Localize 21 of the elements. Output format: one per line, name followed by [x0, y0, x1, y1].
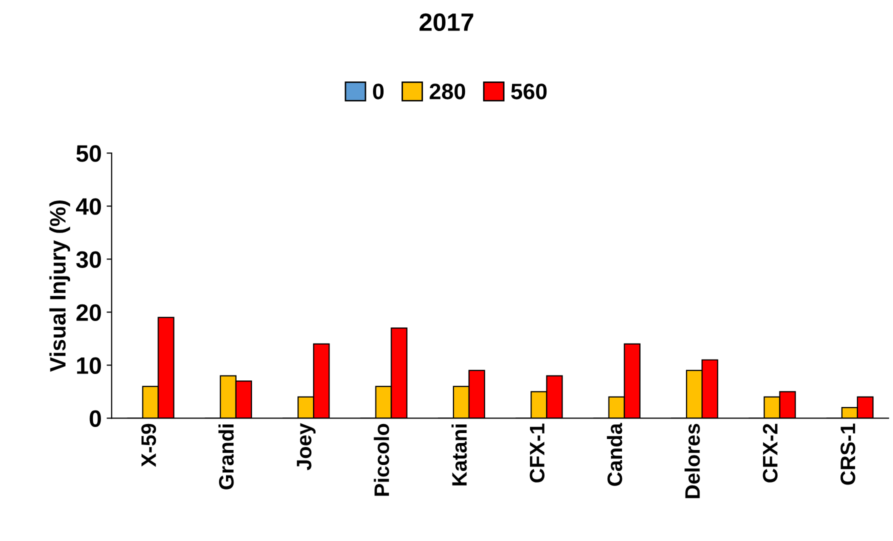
x-tick-label: Delores	[684, 424, 700, 498]
legend-label: 0	[373, 84, 384, 100]
y-tick-label: 30	[76, 251, 101, 268]
y-axis-title: Visual Injury (%)	[49, 200, 70, 372]
y-tick-label: 0	[90, 410, 101, 427]
x-tick-label: Piccolo	[374, 424, 390, 496]
y-tick-label: 10	[77, 357, 101, 374]
y-tick-label: 50	[76, 145, 101, 162]
x-tick-label: Joey	[296, 423, 316, 470]
x-tick-label: CRS-1	[840, 424, 856, 485]
y-tick-label: 40	[76, 198, 101, 215]
x-tick-label: CFX-1	[530, 424, 545, 482]
y-tick-label: 20	[76, 304, 101, 321]
x-tick-label: Grandi	[218, 424, 234, 490]
legend-label: 280	[430, 84, 466, 100]
x-tick-label: X-59	[141, 424, 156, 467]
chart-title: 2017	[420, 13, 474, 32]
x-tick-label: Canda	[606, 422, 622, 486]
legend-label: 560	[511, 84, 547, 100]
x-tick-label: CFX-2	[762, 424, 778, 482]
x-tick-label: Katani	[452, 424, 467, 486]
